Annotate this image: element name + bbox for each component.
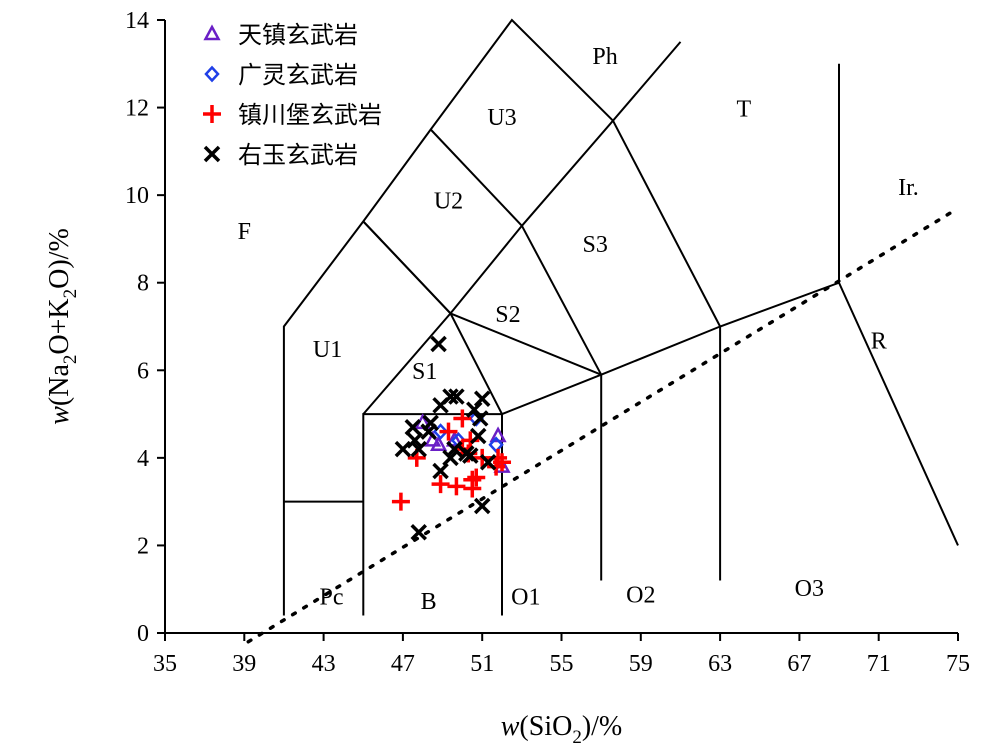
field-boundary-8 [362,120,614,315]
y-tick-label: 0 [137,621,149,647]
point-cross-3-11 [442,449,459,467]
x-tick-label: 67 [787,651,811,677]
point-plus-2-12 [453,409,472,428]
x-tick-label: 75 [946,651,970,677]
x-tick-label: 35 [153,651,177,677]
point-plus-2-0 [391,492,410,511]
point-cross-3-0 [430,335,447,353]
point-cross-3-20 [446,440,463,458]
x-tick-label: 51 [470,651,494,677]
field-label-ir: Ir. [898,175,919,201]
field-boundary-12 [450,312,602,376]
x-tick-label: 55 [550,651,574,677]
point-triangle-0-2 [429,435,448,451]
legend-marker-triangle [203,24,221,41]
field-label-u1: U1 [313,337,342,363]
x-tick-label: 47 [391,651,415,677]
field-label-pc: Pc [320,585,344,611]
x-tick-label: 43 [312,651,336,677]
field-label-o2: O2 [626,582,655,608]
field-label-s3: S3 [583,232,608,258]
y-tick-label: 2 [137,533,149,559]
data-points [391,335,512,541]
legend-marker-cross [203,145,221,163]
point-cross-3-16 [471,410,489,427]
point-plus-2-2 [431,475,450,494]
y-tick-label: 10 [125,183,149,209]
point-cross-3-18 [473,497,491,515]
x-axis-title: w(SiO2)/% [501,711,623,748]
legend-label: 镇川堡玄武岩 [238,101,382,129]
x-tick-label: 71 [867,651,891,677]
point-plus-2-13 [439,422,458,441]
field-boundary-10 [521,225,603,376]
point-diamond-1-1 [488,436,504,454]
point-cross-3-8 [394,440,412,458]
field-boundary-11 [612,120,721,327]
y-tick-label: 12 [125,96,149,122]
field-label-s1: S1 [412,359,437,385]
point-cross-3-19 [410,524,427,541]
field-labels: F Ph T Ir. U3 U2 S3 U1 S2 R S1 Pc B O1 O2 O3 [238,44,919,615]
field-label-r: R [871,328,887,354]
point-cross-3-3 [432,397,449,414]
field-label-o1: O1 [511,585,540,611]
point-cross-3-2 [448,388,465,405]
point-plus-2-5 [467,468,486,487]
field-label-t: T [737,96,752,122]
point-cross-3-7 [410,440,427,458]
point-cross-3-6 [406,432,424,449]
x-tick-label: 39 [232,651,256,677]
x-tick-label: 63 [708,651,732,677]
point-cross-3-10 [432,462,449,480]
field-label-o3: O3 [795,576,824,602]
y-tick-label: 14 [125,8,149,34]
field-label-ph: Ph [592,44,617,70]
legend-marker-diamond [204,65,220,83]
point-cross-3-4 [404,418,422,436]
legend-label: 右玉玄武岩 [238,141,358,169]
axes: 35 39 43 47 51 55 59 63 67 71 75 0 2 4 6 8 10 12 14 w(SiO2)… [44,8,970,748]
y-tick-label: 6 [137,358,149,384]
y-axis-title: w(Na2O+K2O)/% [44,228,81,425]
legend-label: 广灵玄武岩 [238,61,358,89]
legend-marker-plus [203,105,221,123]
point-triangle-0-1 [424,430,442,447]
field-boundaries [282,18,959,616]
field-label-f: F [238,219,251,245]
point-cross-3-13 [462,447,479,464]
y-tick-label: 4 [137,446,149,472]
point-plus-2-14 [463,470,482,489]
point-cross-3-21 [469,427,487,445]
point-cross-3-14 [466,401,483,418]
field-boundary-9 [429,128,523,227]
point-triangle-0-5 [445,430,464,447]
alkaline-subalkaline-divider [246,206,960,644]
point-plus-2-3 [447,477,466,496]
point-cross-3-9 [422,414,439,432]
field-boundary-13 [362,220,452,315]
field-label-u2: U2 [434,188,463,214]
point-cross-3-15 [473,390,491,407]
point-cross-3-17 [479,453,497,471]
legend-label: 天镇玄武岩 [238,21,358,49]
y-tick-label: 8 [137,271,149,297]
field-label-u3: U3 [487,105,516,131]
alkaline-line [246,206,960,644]
field-label-b: B [421,589,437,615]
x-tick-label: 59 [629,651,653,677]
field-label-s2: S2 [495,302,520,328]
